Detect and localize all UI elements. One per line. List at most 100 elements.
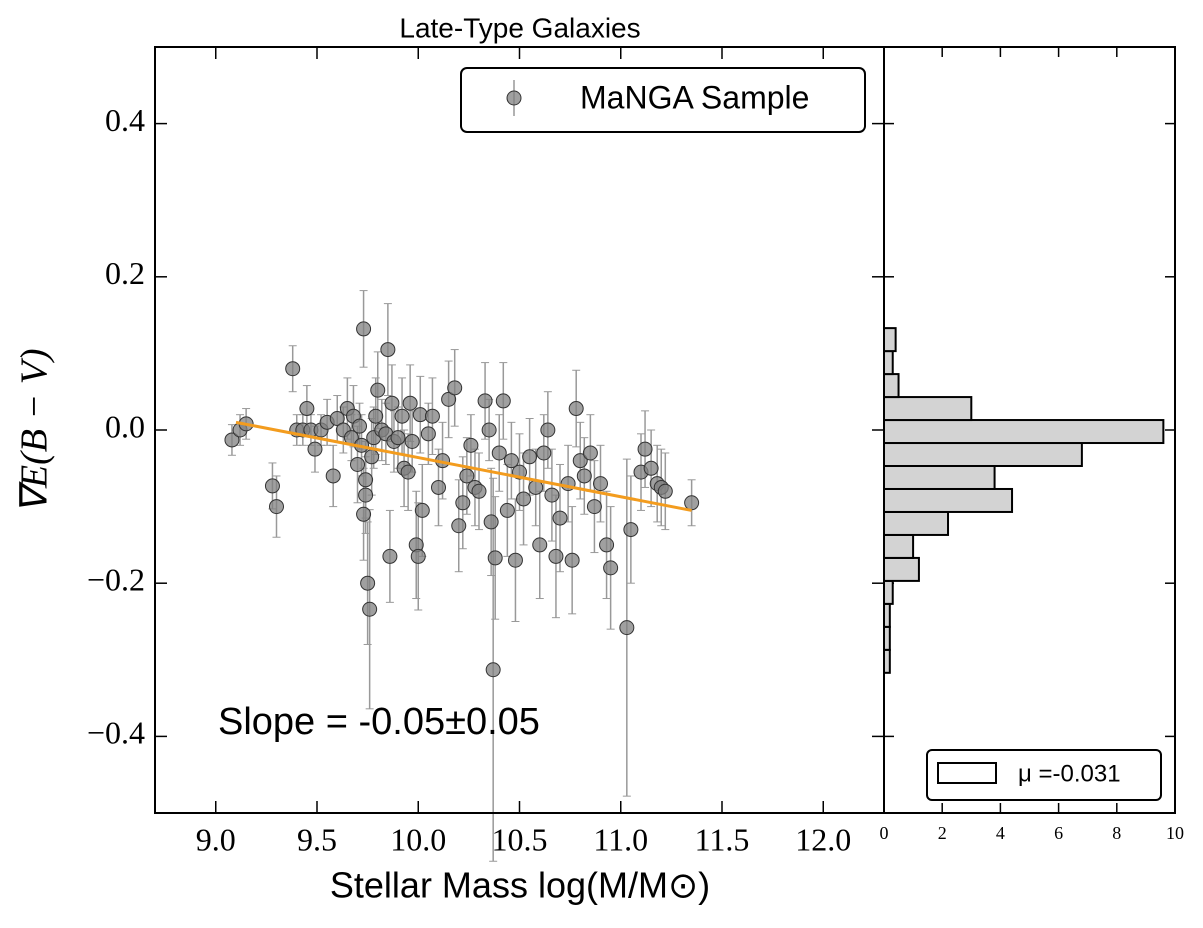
point — [455, 495, 471, 511]
point — [364, 449, 380, 465]
point — [269, 499, 284, 515]
point — [224, 432, 240, 448]
point — [491, 445, 507, 461]
point — [532, 537, 548, 553]
point — [544, 487, 560, 503]
y-tick-label: −0.4 — [87, 715, 145, 751]
y-tick-label: 0.0 — [105, 408, 145, 444]
x-axis-label: Stellar Mass log(M/M⊙) — [330, 865, 710, 906]
legend-swatch — [937, 762, 997, 784]
histogram-bar — [883, 533, 915, 559]
point — [643, 460, 659, 476]
point — [358, 472, 374, 488]
point — [441, 391, 457, 407]
point — [390, 430, 406, 446]
x-tick-label: 11.0 — [593, 821, 648, 857]
point — [380, 342, 396, 358]
point — [325, 468, 341, 484]
point — [619, 620, 635, 636]
point — [684, 495, 700, 511]
x-tick-label: 0 — [880, 823, 889, 843]
x-tick-label: 12.0 — [795, 821, 851, 857]
x-tick-label: 4 — [996, 823, 1005, 843]
point — [503, 453, 519, 469]
histogram-bar — [883, 579, 894, 605]
point — [356, 506, 372, 522]
point — [483, 514, 499, 530]
point — [350, 456, 365, 472]
point — [370, 382, 386, 398]
point — [593, 476, 608, 492]
point — [516, 491, 532, 507]
x-tick-label: 6 — [1054, 823, 1063, 843]
point — [548, 548, 564, 564]
legend-label: μ =-0.031 — [1018, 760, 1121, 787]
chart-title: Late-Type Galaxies — [399, 12, 640, 43]
y-tick-label: 0.4 — [105, 102, 145, 138]
point — [495, 393, 511, 409]
legend-box — [460, 67, 866, 133]
histogram-bar — [883, 327, 897, 353]
histogram-bar — [883, 510, 950, 536]
point — [572, 453, 588, 469]
point — [568, 401, 584, 417]
x-tick-label: 9.5 — [297, 821, 337, 857]
point — [522, 449, 538, 465]
point — [356, 321, 372, 337]
point — [477, 393, 493, 409]
point — [552, 510, 568, 526]
histogram-bar — [883, 487, 1014, 513]
histogram-bar — [883, 350, 894, 376]
fit-line — [235, 420, 692, 512]
point — [599, 537, 615, 553]
point — [329, 411, 345, 427]
point — [536, 445, 552, 461]
point — [382, 548, 398, 564]
point — [481, 422, 497, 438]
point — [540, 422, 556, 438]
point — [404, 433, 420, 449]
point — [603, 560, 619, 576]
legend-marker — [506, 90, 522, 106]
y-tick-label: 0.2 — [105, 255, 145, 291]
point — [637, 441, 653, 457]
histogram-bar — [883, 556, 920, 582]
point — [362, 601, 378, 617]
point — [358, 487, 374, 503]
histogram-bar — [883, 419, 1165, 445]
point — [451, 518, 467, 534]
point — [264, 478, 280, 494]
point — [360, 575, 376, 591]
point — [463, 437, 479, 453]
point — [420, 426, 436, 442]
point — [487, 550, 503, 566]
point — [384, 395, 400, 411]
point — [307, 441, 323, 457]
point — [657, 483, 673, 499]
histogram-bar — [883, 442, 1083, 468]
point — [485, 662, 501, 678]
point — [576, 468, 592, 484]
histogram-bar — [883, 373, 900, 399]
x-tick-label: 10 — [1166, 823, 1184, 843]
y-tick-label: −0.2 — [87, 562, 145, 598]
legend-label: MaNGA Sample — [580, 79, 809, 115]
point — [410, 548, 426, 564]
point — [459, 468, 475, 484]
histogram-bar — [883, 396, 973, 422]
x-tick-label: 10.0 — [390, 821, 446, 857]
x-tick-label: 8 — [1112, 823, 1121, 843]
point — [285, 361, 301, 377]
histogram-bar — [883, 465, 996, 490]
point — [368, 408, 384, 424]
point — [623, 522, 639, 538]
axes-frame — [154, 46, 885, 814]
x-tick-label: 2 — [938, 823, 947, 843]
point — [431, 479, 446, 495]
point — [564, 552, 580, 568]
point — [424, 408, 440, 424]
point — [507, 552, 523, 568]
point — [394, 408, 410, 424]
point — [471, 483, 487, 499]
